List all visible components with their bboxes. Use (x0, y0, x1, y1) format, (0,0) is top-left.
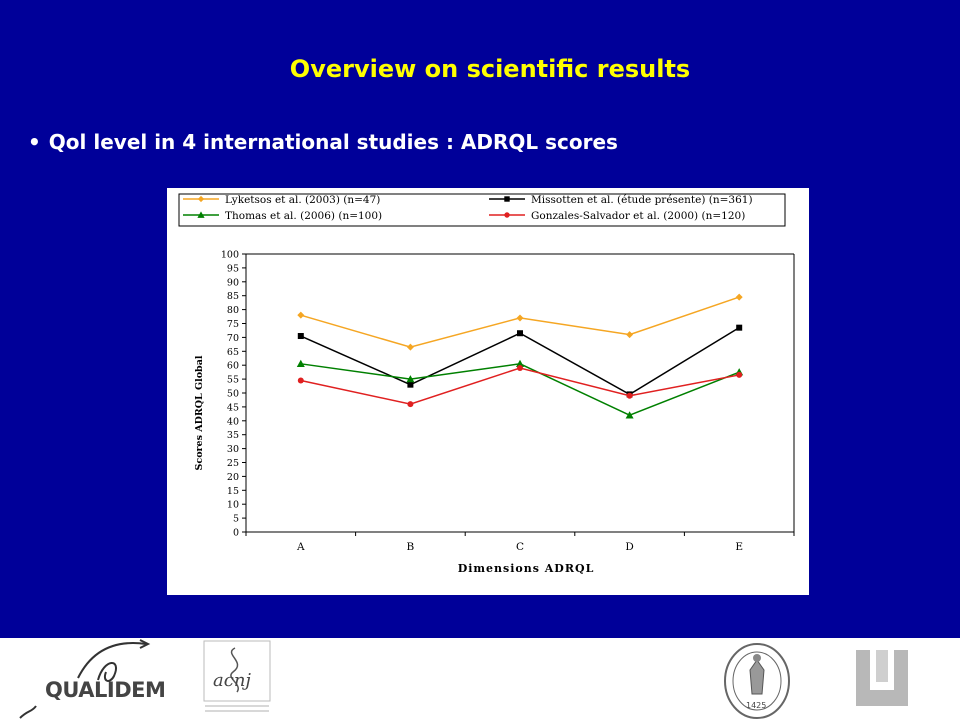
seal-figure (749, 659, 765, 695)
series-3-point (517, 364, 523, 371)
y-tick-label: 100 (221, 250, 239, 261)
seal-inner-ring (732, 651, 782, 711)
y-tick-label: 60 (227, 361, 239, 372)
bullet-symbol: • (28, 130, 41, 154)
qualidem-wordmark: QUALIDEM (45, 678, 166, 702)
u-logo-shape (856, 650, 908, 706)
line-chart: Lyketsos et al. (2003) (n=47) Missotten e… (178, 193, 795, 575)
slide-background: Overview on scientific results • Qol leve… (0, 0, 960, 638)
qualidem-arrow-curve (77, 642, 147, 679)
qualidem-logo (19, 639, 151, 719)
legend-marker-2 (197, 211, 205, 218)
series-0-point (297, 311, 305, 319)
legend-marker-3 (504, 212, 510, 218)
seal-outer-ring (724, 643, 790, 719)
y-tick-label: 10 (227, 500, 239, 511)
legend-marker-1 (504, 196, 510, 202)
series-2-point (296, 359, 305, 368)
series-3-point (297, 377, 304, 384)
series-3-point (407, 401, 414, 408)
series-1-point (736, 324, 743, 331)
series-2-point (406, 375, 415, 383)
y-tick-label: 30 (227, 444, 239, 455)
series-1-point (297, 333, 304, 340)
y-tick-label: 15 (227, 486, 239, 497)
x-tick-label: D (625, 541, 633, 553)
x-tick-label: A (296, 541, 305, 553)
series-line-0 (300, 296, 740, 348)
y-axis-title: Scores ADRQL Global (194, 355, 205, 470)
y-tick-label: 25 (227, 458, 239, 469)
x-tick-label: C (516, 541, 524, 553)
series-line-2 (300, 363, 740, 417)
x-axis-title: Dimensions ADRQL (458, 562, 595, 575)
y-tick-label: 70 (227, 333, 239, 344)
y-tick-label: 40 (227, 416, 239, 427)
legend-label-0: Lyketsos et al. (2003) (n=47) (225, 194, 380, 206)
y-tick-label: 45 (227, 402, 239, 413)
y-tick-label: 35 (227, 430, 239, 441)
x-tick-label: E (735, 541, 743, 553)
acad-logo-text: acnj (213, 670, 251, 691)
acad-logo-frame (203, 640, 271, 702)
qualidem-swoosh (19, 705, 37, 719)
university-seal-logo: 1425 (724, 643, 790, 719)
y-tick-label: 95 (227, 263, 239, 274)
x-tick-label: B (407, 541, 415, 553)
series-0-point (516, 314, 524, 322)
legend-marker-0 (197, 195, 205, 203)
university-u-logo (856, 650, 908, 706)
qualidem-loop (97, 662, 117, 682)
y-tick-label: 5 (233, 514, 239, 525)
legend-box (178, 193, 786, 227)
y-tick-label: 50 (227, 389, 239, 400)
bullet-item: • Qol level in 4 international studies : … (28, 130, 618, 154)
legend-label-2: Thomas et al. (2006) (n=100) (225, 210, 382, 222)
bullet-text: Qol level in 4 international studies : A… (48, 130, 618, 154)
legend-label-3: Gonzales-Salvador et al. (2000) (n=120) (531, 210, 745, 222)
seal-year: 1425 (746, 701, 766, 710)
y-tick-label: 80 (227, 305, 239, 316)
series-0-point (626, 331, 634, 339)
y-tick-label: 20 (227, 472, 239, 483)
qualidem-arrow-head (139, 639, 151, 649)
footer-logos: QUALIDEM acnj 1425 (0, 638, 960, 720)
slide-title: Overview on scientific results (289, 55, 691, 83)
chart-container: Lyketsos et al. (2003) (n=47) Missotten e… (167, 188, 809, 595)
series-0-point (735, 293, 743, 301)
series-0-point (406, 343, 414, 351)
series-2-point (625, 411, 634, 419)
y-tick-label: 0 (233, 528, 239, 539)
seal-head (753, 654, 761, 662)
acad-logo-figure (230, 647, 239, 693)
series-3-point (736, 371, 743, 378)
series-1-point (517, 330, 523, 337)
series-3-point (626, 392, 633, 399)
y-tick-label: 65 (227, 347, 239, 358)
y-tick-label: 90 (227, 277, 239, 288)
y-tick-label: 85 (227, 291, 239, 302)
u-logo-inner (876, 650, 888, 682)
y-tick-label: 75 (227, 319, 239, 330)
academic-center-logo: acnj (203, 640, 271, 712)
series-1-point (407, 381, 414, 388)
y-tick-label: 55 (227, 375, 239, 386)
legend-label-1: Missotten et al. (étude présente) (n=361… (531, 194, 753, 206)
series-2-point (516, 359, 524, 368)
